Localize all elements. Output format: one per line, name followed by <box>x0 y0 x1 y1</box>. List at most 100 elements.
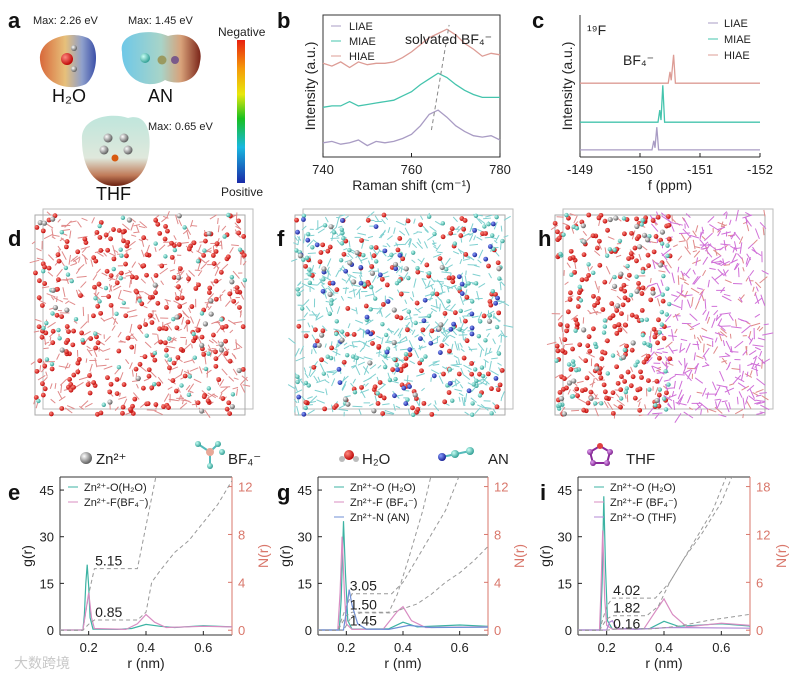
fluorine-atom <box>229 274 235 280</box>
thf-bond <box>646 282 657 288</box>
solvent-bond <box>486 332 490 338</box>
solvent-bond <box>572 389 578 395</box>
oxygen-atom <box>660 298 666 304</box>
solvent-bond <box>240 281 246 289</box>
solvent-bond <box>752 391 759 397</box>
oxygen-atom <box>604 395 609 401</box>
solvent-bond <box>173 373 183 380</box>
thf-bond <box>694 363 700 370</box>
oxygen-atom <box>42 363 48 369</box>
thf-bond <box>721 260 730 266</box>
oxygen-atom <box>111 256 117 262</box>
oxygen-atom <box>166 405 171 410</box>
solvent-bond <box>578 356 584 361</box>
fluorine-atom <box>328 355 334 361</box>
fluorine-atom <box>310 245 315 250</box>
solvent-bond <box>56 353 60 360</box>
fluorine-atom <box>406 309 411 314</box>
solvent-bond <box>694 246 701 249</box>
oxygen-atom <box>552 220 558 226</box>
solvent-bond <box>185 226 192 236</box>
solvent-bond <box>96 251 104 257</box>
solvent-bond <box>483 217 491 220</box>
thf-bond <box>714 337 718 343</box>
thf-bond <box>704 298 707 309</box>
solvent-bond <box>681 217 686 222</box>
oxygen-atom <box>446 390 452 395</box>
oxygen-atom <box>494 404 500 410</box>
solvent-bond <box>324 343 327 348</box>
oxygen-atom <box>98 310 104 316</box>
solvent-bond <box>594 407 599 417</box>
oxygen-atom <box>189 304 195 309</box>
solvent-bond <box>746 401 752 410</box>
thf-bond <box>725 340 732 352</box>
oxygen-atom <box>602 350 608 356</box>
fluorine-atom <box>59 229 65 235</box>
thf-bond <box>754 401 762 405</box>
thf-bond <box>761 270 769 275</box>
solvent-bond <box>29 259 40 264</box>
solvent-bond <box>135 224 140 233</box>
solvent-bond <box>58 365 69 369</box>
solvent-bond <box>335 269 340 278</box>
thf-bond <box>728 402 731 410</box>
zinc-atom <box>630 340 636 346</box>
zinc-atom <box>339 337 345 343</box>
thf-bond <box>654 413 660 420</box>
nitrogen-atom <box>428 340 434 346</box>
solvent-bond <box>416 231 423 233</box>
fluorine-atom <box>350 354 356 359</box>
zinc-atom <box>328 224 334 230</box>
solvent-bond <box>338 214 346 217</box>
oxygen-atom <box>34 368 40 374</box>
oxygen-atom <box>234 285 240 291</box>
solvent-bond <box>413 231 418 235</box>
x-tick-label: 0.6 <box>194 640 212 655</box>
oxygen-atom <box>567 297 573 302</box>
solvent-bond <box>118 297 124 301</box>
zinc-atom <box>319 332 325 338</box>
legend-bf4: BF₄⁻ <box>228 451 261 468</box>
oxygen-atom <box>595 296 601 301</box>
thf-bond <box>742 214 753 219</box>
solvent-bond <box>46 223 54 229</box>
solvent-bond <box>667 239 674 244</box>
oxygen-atom <box>42 264 48 270</box>
solvent-bond <box>478 218 486 225</box>
oxygen-atom <box>220 396 226 401</box>
oxygen-atom <box>147 295 153 300</box>
thf-bond <box>754 346 762 351</box>
solvent-bond <box>309 369 316 378</box>
thf-bond <box>677 266 680 273</box>
solvent-bond <box>680 294 687 298</box>
solvent-bond <box>585 352 596 358</box>
md-snapshot-miae <box>287 208 514 418</box>
fluorine-atom <box>191 331 196 337</box>
fluorine-atom <box>473 213 479 218</box>
oxygen-atom <box>55 286 60 292</box>
h2o-max-label: Max: 2.26 eV <box>33 15 98 27</box>
solvent-bond <box>92 273 98 281</box>
solvent-bond <box>432 324 439 330</box>
solvent-bond <box>312 345 317 354</box>
solvent-bond <box>480 404 489 411</box>
annotation: BF₄⁻ <box>623 52 654 68</box>
thf-bond <box>685 268 691 275</box>
panel-label-e: e <box>8 480 20 505</box>
oxygen-atom <box>105 247 111 253</box>
thf-bond <box>665 387 675 390</box>
solvent-bond <box>131 369 134 377</box>
solvent-bond <box>433 245 438 250</box>
legend-thf: THF <box>626 451 655 468</box>
solvent-bond <box>740 294 745 300</box>
thf-bond <box>676 394 685 405</box>
oxygen-atom <box>661 335 667 341</box>
solvent-bond <box>605 266 611 275</box>
oxygen-atom <box>384 282 390 288</box>
thf-bond <box>756 378 766 386</box>
fluorine-atom <box>242 277 248 283</box>
fluorine-atom <box>226 212 231 218</box>
nitrogen-atom <box>469 331 475 337</box>
oxygen-atom <box>463 251 469 257</box>
